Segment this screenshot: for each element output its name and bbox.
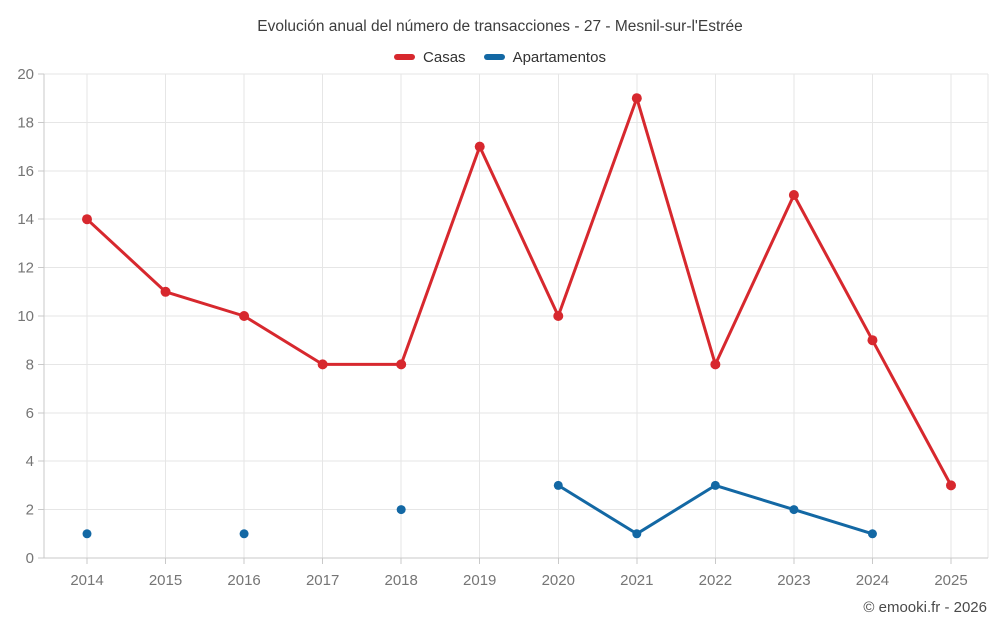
y-tick-label: 0	[26, 550, 34, 567]
point-apartamentos-2024	[867, 529, 877, 539]
x-tick-label: 2022	[699, 572, 732, 589]
x-tick-label: 2025	[934, 572, 967, 589]
legend-label: Casas	[423, 48, 466, 66]
y-tick-label: 14	[17, 211, 34, 228]
chart-legend: Casas Apartamentos	[0, 47, 1000, 67]
legend-item-casas[interactable]: Casas	[394, 49, 466, 66]
y-tick-label: 10	[17, 308, 34, 325]
point-apartamentos-2021	[632, 529, 642, 539]
x-tick-label: 2016	[227, 572, 260, 589]
point-apartamentos-2022	[710, 480, 720, 490]
point-casas-2025	[946, 480, 956, 491]
point-casas-2020	[553, 311, 564, 321]
y-tick-label: 12	[17, 260, 34, 277]
x-tick-label: 2024	[856, 572, 889, 589]
y-tick-label: 20	[17, 66, 34, 83]
point-apartamentos-2016	[239, 529, 249, 539]
x-tick-label: 2014	[70, 572, 103, 589]
x-tick-label: 2017	[306, 572, 339, 589]
chart-title: Evolución anual del número de transaccio…	[257, 18, 743, 35]
point-casas-2015	[160, 286, 171, 297]
x-tick-label: 2019	[463, 572, 496, 589]
point-apartamentos-2018	[396, 505, 406, 515]
series-line-casas	[85, 96, 953, 487]
y-tick-label: 18	[17, 114, 34, 131]
y-tick-label: 16	[17, 163, 34, 180]
y-tick-label: 6	[26, 405, 34, 422]
y-tick-label: 8	[26, 356, 34, 373]
x-tick-label: 2023	[777, 572, 810, 589]
point-casas-2024	[867, 335, 878, 346]
point-casas-2019	[474, 141, 485, 152]
point-apartamentos-2014	[82, 529, 92, 539]
point-casas-2018	[396, 359, 407, 370]
point-casas-2023	[788, 190, 799, 200]
x-tick-label: 2018	[384, 572, 417, 589]
point-apartamentos-2023	[789, 505, 799, 515]
x-tick-label: 2021	[620, 572, 653, 589]
point-casas-2014	[82, 214, 92, 225]
x-tick-label: 2020	[542, 572, 575, 589]
point-apartamentos-2020	[553, 480, 563, 490]
point-casas-2022	[710, 359, 721, 370]
point-casas-2021	[631, 93, 642, 104]
legend-marker-apartamentos	[483, 54, 505, 60]
x-tick-label: 2015	[149, 572, 182, 589]
y-tick-label: 4	[26, 453, 34, 470]
legend-label: Apartamentos	[512, 48, 606, 66]
y-tick-label: 2	[26, 502, 34, 519]
point-casas-2017	[317, 359, 328, 370]
point-casas-2016	[239, 311, 250, 321]
copyright-label: © emooki.fr - 2026	[863, 599, 987, 616]
legend-item-apartamentos[interactable]: Apartamentos	[483, 48, 606, 66]
legend-marker-casas	[394, 54, 416, 60]
